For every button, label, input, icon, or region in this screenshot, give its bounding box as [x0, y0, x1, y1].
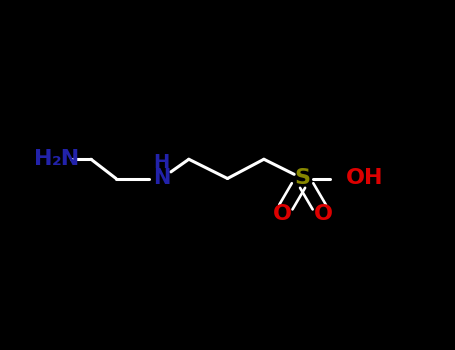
Text: O: O: [313, 203, 333, 224]
Text: S: S: [294, 168, 311, 189]
Text: H: H: [153, 153, 170, 172]
Text: OH: OH: [346, 168, 383, 189]
Text: N: N: [153, 168, 170, 189]
Text: ₂N: ₂N: [52, 149, 81, 169]
Text: O: O: [273, 203, 292, 224]
Text: H: H: [34, 149, 52, 169]
